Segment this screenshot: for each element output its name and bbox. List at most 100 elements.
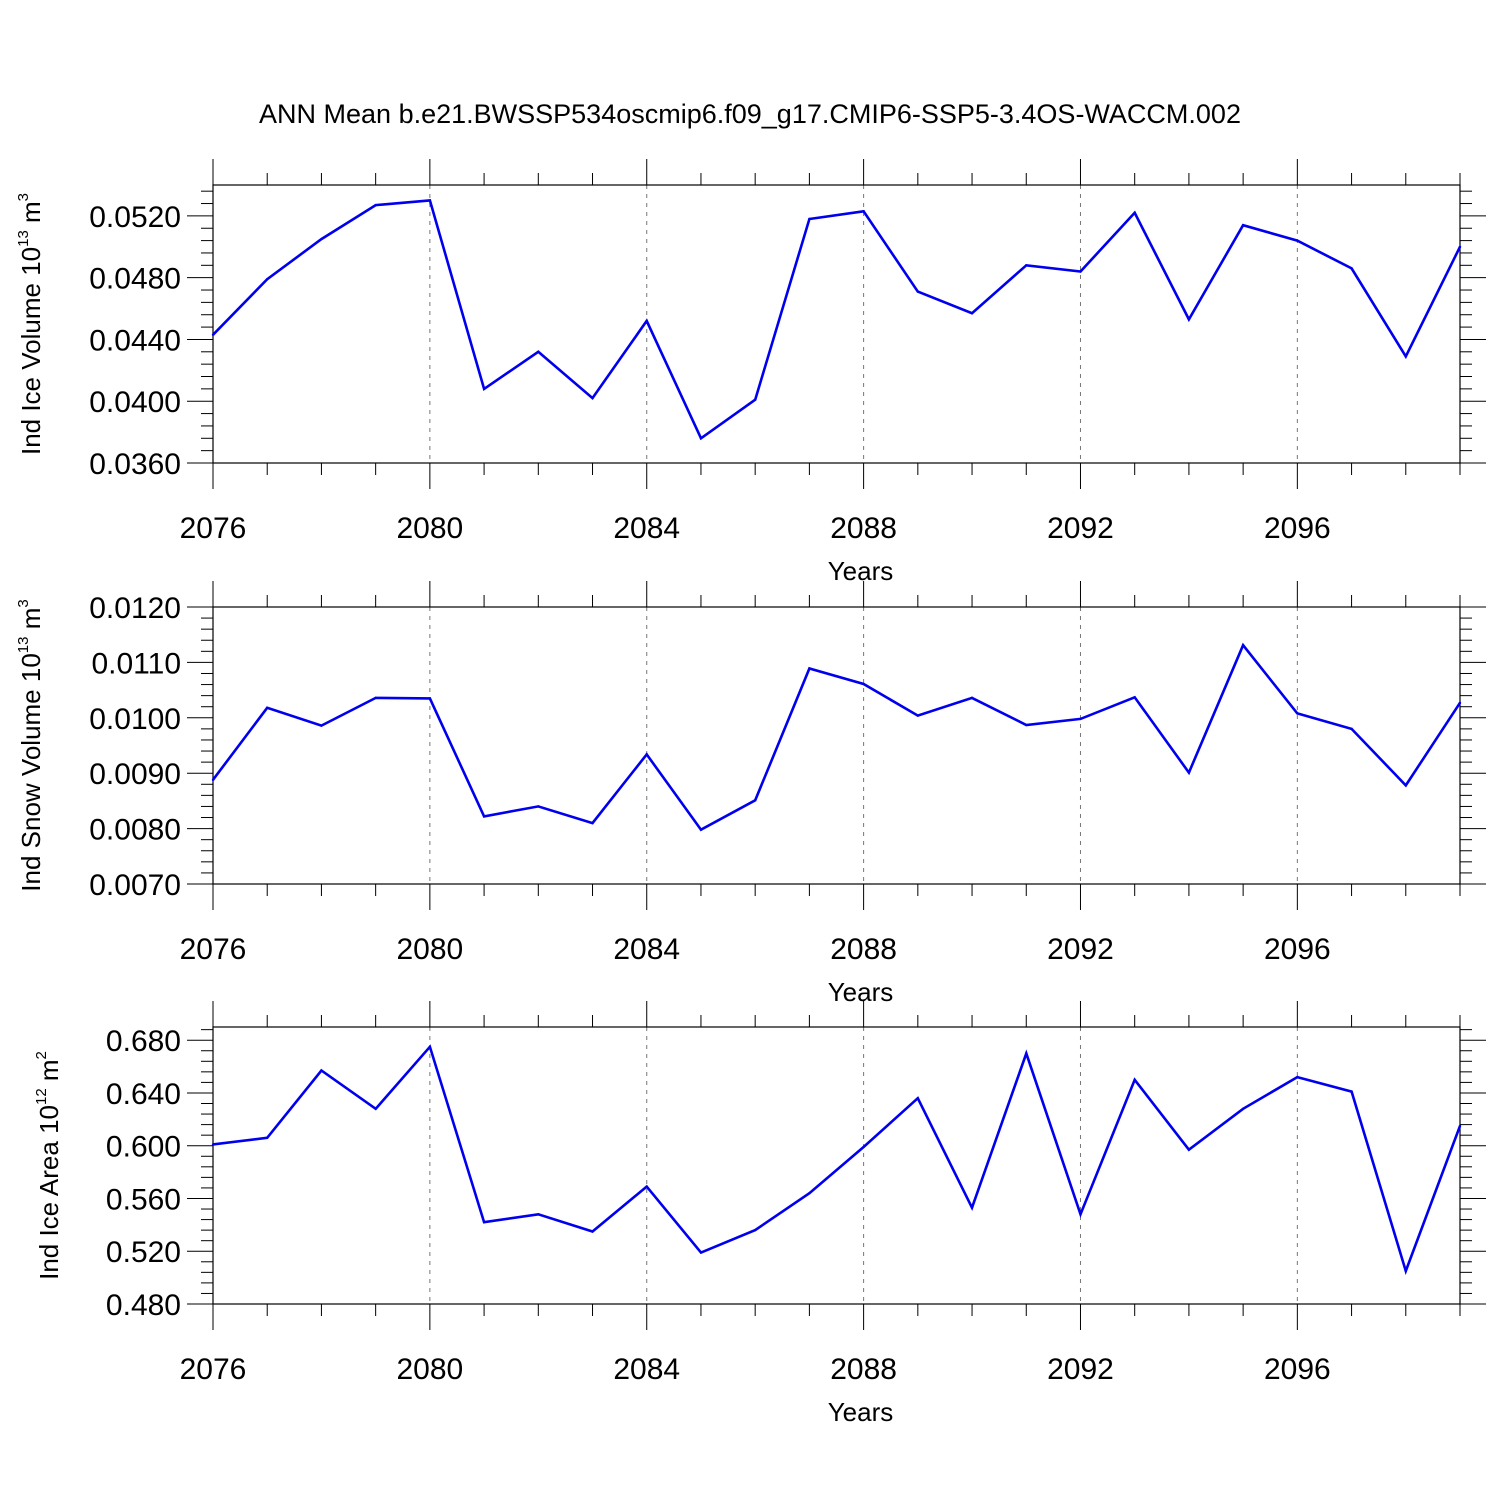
data-point-2099 bbox=[1458, 701, 1462, 705]
plot-frame bbox=[212, 1026, 1461, 1305]
x-tick-label: 2076 bbox=[180, 933, 247, 966]
data-point-2078 bbox=[320, 1069, 323, 1072]
data-point-2088 bbox=[862, 682, 865, 686]
data-point-2085 bbox=[699, 828, 703, 831]
data-point-2093 bbox=[1133, 211, 1136, 214]
data-point-2077 bbox=[266, 1136, 269, 1140]
data-point-2098 bbox=[1404, 784, 1407, 787]
data-point-2090 bbox=[970, 1206, 974, 1209]
panel-1: 2076 2080 2084 2088 2092 2096 Years 0.0360 0.040… bbox=[15, 159, 1486, 586]
data-point-2083 bbox=[591, 396, 594, 400]
data-point-2076 bbox=[211, 333, 215, 337]
data-point-2083 bbox=[591, 1230, 594, 1233]
data-point-2087 bbox=[808, 1192, 811, 1195]
data-point-2084 bbox=[645, 319, 648, 323]
data-point-2096 bbox=[1296, 712, 1299, 715]
y-tick-label: 0.680 bbox=[106, 1025, 181, 1058]
data-point-2086 bbox=[753, 1228, 757, 1232]
data-point-2089 bbox=[916, 714, 920, 717]
panel-2: 2076 2080 2084 2088 2092 2096 Years 0.0070 0.008… bbox=[15, 581, 1486, 1007]
data-point-2079 bbox=[374, 696, 377, 700]
data-point-2090 bbox=[970, 311, 974, 315]
y-tick-label: 0.0080 bbox=[89, 814, 181, 847]
data-point-2088 bbox=[862, 1145, 865, 1149]
data-point-2087 bbox=[808, 217, 811, 221]
data-point-2082 bbox=[537, 1213, 540, 1216]
x-tick-label: 2076 bbox=[180, 512, 247, 545]
data-point-2091 bbox=[1025, 1052, 1028, 1055]
y-tick-label: 0.0480 bbox=[89, 263, 181, 296]
data-point-2094 bbox=[1187, 771, 1191, 774]
data-point-2079 bbox=[374, 203, 377, 207]
data-point-2080 bbox=[428, 697, 432, 700]
x-tick-label: 2084 bbox=[613, 512, 680, 545]
plot-frame bbox=[212, 606, 1461, 885]
data-point-2096 bbox=[1296, 1075, 1299, 1079]
data-point-2092 bbox=[1079, 270, 1082, 273]
y-tick-label: 0.0090 bbox=[89, 758, 181, 791]
x-tick-label: 2088 bbox=[830, 933, 897, 966]
data-point-2094 bbox=[1187, 318, 1191, 321]
x-axis-label: Years bbox=[828, 556, 894, 586]
x-tick-label: 2084 bbox=[613, 1353, 680, 1386]
data-point-2093 bbox=[1133, 696, 1136, 699]
x-tick-label: 2076 bbox=[180, 1353, 247, 1386]
series-line bbox=[212, 1044, 1462, 1276]
data-point-2083 bbox=[591, 821, 594, 825]
x-axis-label: Years bbox=[828, 977, 894, 1007]
data-point-2086 bbox=[753, 398, 757, 401]
y-tick-label: 0.0110 bbox=[91, 647, 181, 680]
y-tick-label: 0.480 bbox=[106, 1289, 181, 1322]
series-line bbox=[211, 642, 1462, 832]
x-tick-label: 2092 bbox=[1047, 512, 1114, 545]
y-tick-label: 0.0400 bbox=[89, 386, 181, 419]
x-tick-label: 2092 bbox=[1047, 1353, 1114, 1386]
data-point-2098 bbox=[1404, 1269, 1407, 1273]
y-axis-label: Ind Ice Area 1012 m2 bbox=[33, 1051, 64, 1280]
data-point-2095 bbox=[1241, 223, 1245, 227]
data-point-2086 bbox=[753, 799, 757, 802]
y-tick-label: 0.0070 bbox=[89, 869, 181, 902]
data-point-2092 bbox=[1079, 1213, 1082, 1216]
x-tick-label: 2096 bbox=[1264, 512, 1331, 545]
data-point-2089 bbox=[916, 1097, 920, 1100]
data-point-2085 bbox=[699, 437, 703, 440]
data-point-2079 bbox=[374, 1107, 377, 1110]
series-line bbox=[212, 199, 1462, 441]
x-tick-label: 2096 bbox=[1264, 933, 1331, 966]
data-point-2084 bbox=[645, 753, 648, 756]
data-point-2084 bbox=[645, 1185, 648, 1188]
plot-frame bbox=[212, 184, 1461, 464]
data-point-2095 bbox=[1241, 1107, 1245, 1110]
data-point-2097 bbox=[1350, 267, 1353, 270]
data-point-2078 bbox=[320, 724, 323, 727]
data-point-2076 bbox=[211, 1143, 215, 1146]
data-point-2082 bbox=[537, 805, 540, 808]
data-point-2095 bbox=[1241, 644, 1245, 647]
data-point-2099 bbox=[1458, 245, 1462, 248]
data-point-2098 bbox=[1404, 355, 1407, 358]
data-point-2078 bbox=[320, 237, 323, 241]
data-point-2087 bbox=[808, 667, 811, 670]
y-tick-label: 0.600 bbox=[106, 1131, 181, 1164]
data-point-2091 bbox=[1025, 723, 1028, 727]
data-point-2091 bbox=[1025, 264, 1028, 267]
data-point-2082 bbox=[537, 350, 540, 353]
x-tick-label: 2080 bbox=[396, 933, 463, 966]
data-point-2099 bbox=[1458, 1124, 1462, 1128]
data-point-2080 bbox=[428, 1045, 432, 1048]
data-point-2081 bbox=[482, 815, 486, 818]
data-point-2092 bbox=[1079, 717, 1082, 721]
data-point-2076 bbox=[211, 778, 215, 782]
data-point-2085 bbox=[699, 1251, 703, 1254]
data-point-2080 bbox=[428, 199, 432, 202]
data-point-2093 bbox=[1133, 1078, 1136, 1081]
data-point-2089 bbox=[916, 290, 920, 293]
data-point-2077 bbox=[266, 278, 269, 281]
data-point-2094 bbox=[1187, 1148, 1191, 1151]
panel-3: 2076 2080 2084 2088 2092 2096 Years 0.480 0.520 0… bbox=[33, 1001, 1486, 1427]
data-point-2077 bbox=[266, 706, 269, 710]
y-tick-label: 0.0120 bbox=[89, 592, 181, 625]
